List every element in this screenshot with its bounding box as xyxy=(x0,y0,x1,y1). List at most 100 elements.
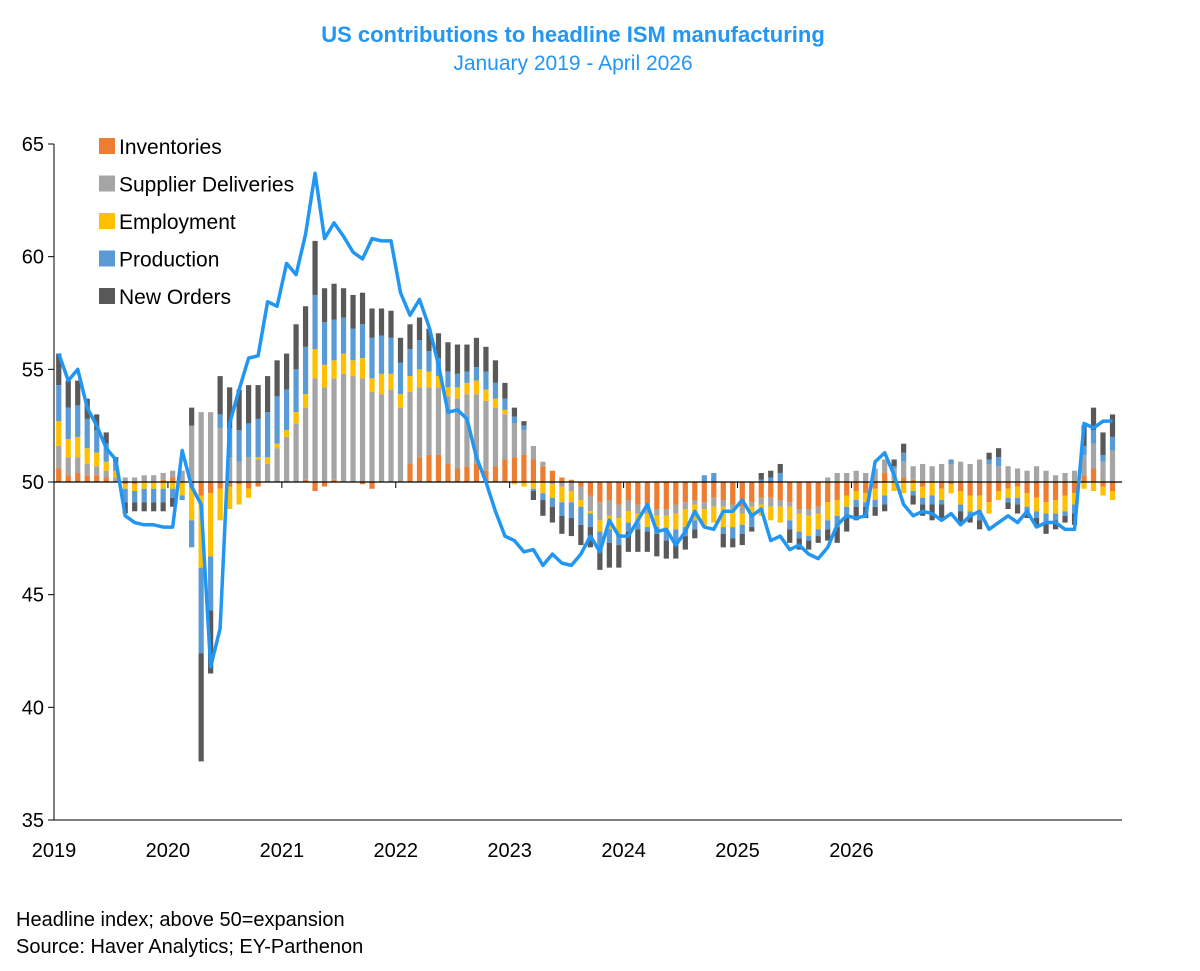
bar-employment-40 xyxy=(435,376,442,388)
bar-new-orders-90 xyxy=(910,495,916,505)
bar-production-54 xyxy=(568,502,574,519)
bar-production-72 xyxy=(739,524,745,534)
bar-inventories-38 xyxy=(416,457,423,482)
bar-new-orders-109 xyxy=(1090,407,1097,431)
bar-new-orders-111 xyxy=(1109,414,1116,437)
bar-employment-34 xyxy=(378,373,385,395)
bar-employment-56 xyxy=(587,511,593,514)
bar-inventories-78 xyxy=(796,482,802,510)
bar-production-24 xyxy=(283,389,290,431)
bar-employment-70 xyxy=(720,506,726,528)
bar-production-83 xyxy=(844,506,850,516)
bar-new-orders-66 xyxy=(682,536,688,550)
bar-new-orders-32 xyxy=(359,292,366,325)
bar-production-31 xyxy=(350,328,356,361)
bar-production-34 xyxy=(378,335,385,374)
bar-inventories-84 xyxy=(853,482,859,492)
bars-group xyxy=(56,240,1116,762)
bar-production-45 xyxy=(483,371,489,390)
bar-production-11 xyxy=(160,488,166,503)
bar-employment-59 xyxy=(616,518,622,534)
bar-new-orders-97 xyxy=(976,520,983,530)
bar-employment-69 xyxy=(711,506,717,523)
bar-production-48 xyxy=(511,416,518,424)
y-tick-label: 45 xyxy=(22,585,44,607)
bar-supplier-deliveries-83 xyxy=(844,472,850,482)
bar-new-orders-30 xyxy=(340,288,347,318)
bar-production-37 xyxy=(407,349,413,377)
bar-employment-80 xyxy=(815,513,821,530)
bar-supplier-deliveries-34 xyxy=(378,394,385,482)
bar-production-57 xyxy=(597,531,603,548)
bar-employment-77 xyxy=(787,506,793,521)
bar-employment-101 xyxy=(1014,486,1021,498)
bar-employment-107 xyxy=(1071,493,1078,505)
bar-production-42 xyxy=(454,373,461,388)
bar-new-orders-84 xyxy=(853,506,859,521)
legend-swatch-new-orders xyxy=(99,288,115,304)
legend-swatch-inventories xyxy=(99,138,115,154)
bar-supplier-deliveries-111 xyxy=(1109,450,1116,482)
bar-inventories-51 xyxy=(540,466,546,482)
x-tick-label: 2020 xyxy=(146,840,191,862)
bar-inventories-95 xyxy=(958,482,964,492)
bar-production-5 xyxy=(103,443,109,462)
bar-supplier-deliveries-39 xyxy=(426,387,432,455)
bar-inventories-46 xyxy=(492,466,499,482)
bar-employment-108 xyxy=(1081,482,1087,489)
bar-new-orders-49 xyxy=(521,421,527,426)
y-ticks: 35 40 45 50 55 60 65 xyxy=(22,134,54,832)
bar-employment-50 xyxy=(530,482,537,489)
bar-supplier-deliveries-17 xyxy=(217,427,223,482)
bar-production-58 xyxy=(606,529,612,543)
bar-inventories-65 xyxy=(673,482,679,505)
bar-supplier-deliveries-86 xyxy=(872,468,878,482)
legend-swatch-supplier-deliveries xyxy=(99,175,115,192)
x-tick-label: 2025 xyxy=(715,840,760,862)
bar-employment-55 xyxy=(578,500,584,507)
bar-employment-83 xyxy=(844,495,850,507)
bar-employment-29 xyxy=(331,360,337,379)
bar-production-76 xyxy=(777,472,783,482)
bar-new-orders-34 xyxy=(378,308,385,336)
bar-new-orders-26 xyxy=(302,306,309,347)
bar-inventories-107 xyxy=(1071,482,1078,494)
bar-inventories-98 xyxy=(986,482,992,503)
bar-production-2 xyxy=(75,405,81,437)
bar-supplier-deliveries-76 xyxy=(777,500,783,507)
bar-supplier-deliveries-102 xyxy=(1024,470,1030,482)
bar-employment-98 xyxy=(986,502,992,514)
bar-supplier-deliveries-101 xyxy=(1014,468,1021,482)
bar-production-29 xyxy=(331,319,337,361)
bar-supplier-deliveries-74 xyxy=(758,497,764,505)
bar-new-orders-25 xyxy=(293,324,299,370)
bar-production-19 xyxy=(236,430,242,462)
bar-production-98 xyxy=(986,459,992,464)
bar-new-orders-72 xyxy=(739,533,745,546)
bar-employment-111 xyxy=(1109,491,1116,501)
bar-production-0 xyxy=(56,385,62,422)
bar-inventories-17 xyxy=(217,482,223,489)
bar-new-orders-42 xyxy=(454,344,461,374)
bar-inventories-90 xyxy=(910,479,916,482)
bar-employment-27 xyxy=(312,349,318,379)
bar-supplier-deliveries-25 xyxy=(293,423,299,482)
bar-employment-104 xyxy=(1043,502,1049,514)
bar-production-62 xyxy=(644,527,650,532)
bar-new-orders-93 xyxy=(939,504,945,519)
bar-employment-47 xyxy=(502,409,508,415)
bar-new-orders-106 xyxy=(1062,515,1068,523)
bar-employment-19 xyxy=(236,484,242,505)
bar-supplier-deliveries-23 xyxy=(274,448,280,482)
bar-new-orders-37 xyxy=(407,324,413,350)
bar-production-81 xyxy=(825,520,831,530)
bar-supplier-deliveries-109 xyxy=(1090,443,1097,469)
bar-inventories-58 xyxy=(606,482,612,501)
bar-production-108 xyxy=(1081,445,1087,455)
bar-inventories-39 xyxy=(426,454,432,482)
bar-inventories-4 xyxy=(94,475,100,482)
bar-employment-28 xyxy=(321,364,328,388)
bar-inventories-68 xyxy=(701,482,707,503)
bar-new-orders-105 xyxy=(1052,520,1059,530)
bar-supplier-deliveries-4 xyxy=(94,466,100,476)
